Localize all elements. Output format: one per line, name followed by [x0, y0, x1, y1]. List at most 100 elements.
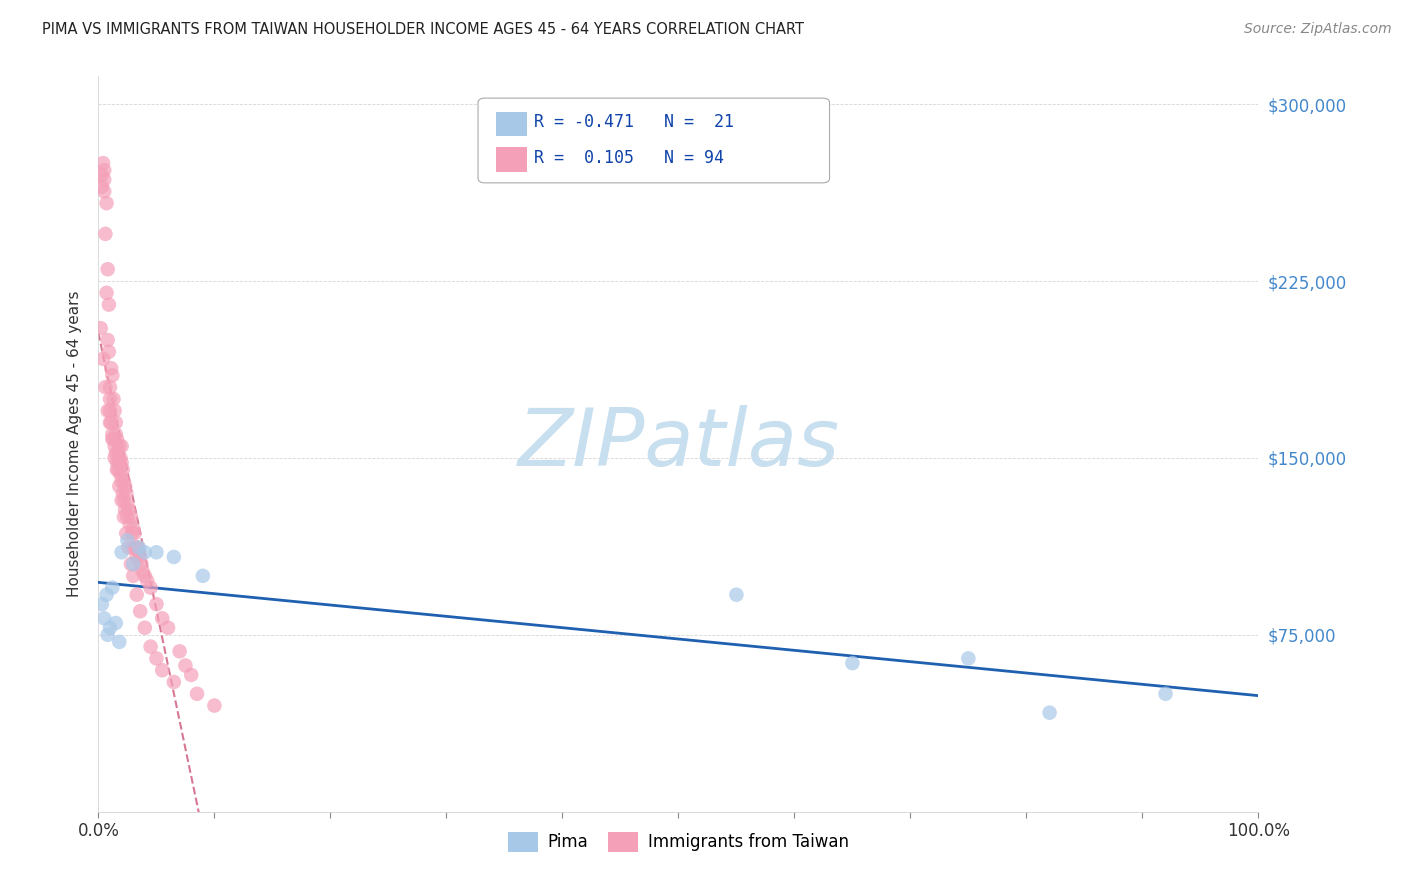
Point: [1154, 687, 1177, 701]
Point: [104, 446, 127, 460]
Point: [93, 611, 115, 625]
Point: [111, 475, 132, 489]
Legend: Pima, Immigrants from Taiwan: Pima, Immigrants from Taiwan: [501, 825, 856, 859]
Point: [122, 541, 145, 555]
Point: [114, 479, 136, 493]
Point: [139, 640, 162, 654]
Point: [118, 516, 141, 531]
Point: [114, 503, 136, 517]
Point: [174, 658, 197, 673]
Text: Source: ZipAtlas.com: Source: ZipAtlas.com: [1244, 22, 1392, 37]
Point: [96, 588, 118, 602]
Point: [117, 509, 139, 524]
Point: [101, 581, 124, 595]
Point: [122, 522, 145, 536]
Text: R = -0.471   N =  21: R = -0.471 N = 21: [534, 113, 734, 131]
Point: [111, 456, 132, 470]
Point: [105, 456, 128, 470]
Point: [111, 463, 134, 477]
Text: PIMA VS IMMIGRANTS FROM TAIWAN HOUSEHOLDER INCOME AGES 45 - 64 YEARS CORRELATION: PIMA VS IMMIGRANTS FROM TAIWAN HOUSEHOLD…: [42, 22, 804, 37]
Point: [97, 628, 120, 642]
Point: [100, 416, 122, 430]
Point: [104, 403, 127, 417]
Point: [169, 644, 191, 658]
Point: [163, 675, 186, 690]
Point: [104, 416, 127, 430]
Point: [107, 446, 129, 460]
Point: [841, 656, 863, 670]
Point: [90, 179, 112, 194]
Text: R =  0.105   N = 94: R = 0.105 N = 94: [534, 149, 724, 167]
Point: [101, 432, 124, 446]
Point: [115, 526, 138, 541]
Point: [145, 597, 167, 611]
Point: [112, 493, 135, 508]
Point: [125, 588, 148, 602]
Point: [1039, 706, 1062, 720]
Point: [150, 611, 173, 625]
Point: [90, 321, 112, 335]
Point: [98, 416, 121, 430]
Point: [129, 604, 152, 618]
Point: [97, 403, 120, 417]
Point: [136, 574, 159, 588]
Point: [97, 262, 120, 277]
Point: [131, 557, 153, 571]
Point: [110, 467, 132, 482]
Point: [117, 541, 139, 555]
Point: [111, 545, 132, 559]
Point: [93, 172, 115, 186]
Point: [98, 621, 121, 635]
Point: [96, 285, 118, 300]
Point: [97, 344, 120, 359]
Point: [125, 549, 148, 564]
Text: ZIPatlas: ZIPatlas: [517, 405, 839, 483]
Point: [117, 498, 139, 512]
Point: [139, 581, 162, 595]
Point: [107, 463, 129, 477]
Point: [120, 557, 142, 571]
Point: [104, 439, 127, 453]
Point: [91, 156, 114, 170]
Point: [98, 392, 121, 406]
Point: [104, 450, 127, 465]
Point: [96, 196, 118, 211]
Point: [108, 479, 131, 493]
Point: [110, 450, 132, 465]
Point: [131, 564, 153, 578]
Point: [111, 439, 132, 453]
Point: [108, 635, 131, 649]
Point: [98, 403, 121, 417]
Point: [134, 569, 156, 583]
Point: [111, 493, 132, 508]
Point: [191, 569, 214, 583]
Point: [145, 651, 167, 665]
Point: [104, 427, 127, 442]
Point: [186, 687, 208, 701]
Point: [98, 380, 121, 394]
Point: [128, 541, 150, 555]
Point: [112, 509, 135, 524]
Point: [121, 526, 143, 541]
Point: [105, 463, 128, 477]
Point: [150, 663, 173, 677]
Point: [134, 621, 156, 635]
Point: [124, 526, 146, 541]
Point: [122, 557, 145, 571]
Point: [117, 533, 139, 548]
Point: [124, 541, 146, 555]
Point: [112, 475, 135, 489]
Point: [103, 392, 125, 406]
Point: [122, 569, 145, 583]
Point: [128, 545, 150, 559]
Point: [101, 427, 124, 442]
Point: [90, 168, 112, 182]
Point: [120, 509, 142, 524]
Point: [108, 439, 131, 453]
Point: [725, 588, 748, 602]
Point: [91, 351, 114, 366]
Point: [94, 227, 117, 241]
Point: [100, 361, 122, 376]
Point: [93, 185, 115, 199]
Point: [103, 432, 125, 446]
